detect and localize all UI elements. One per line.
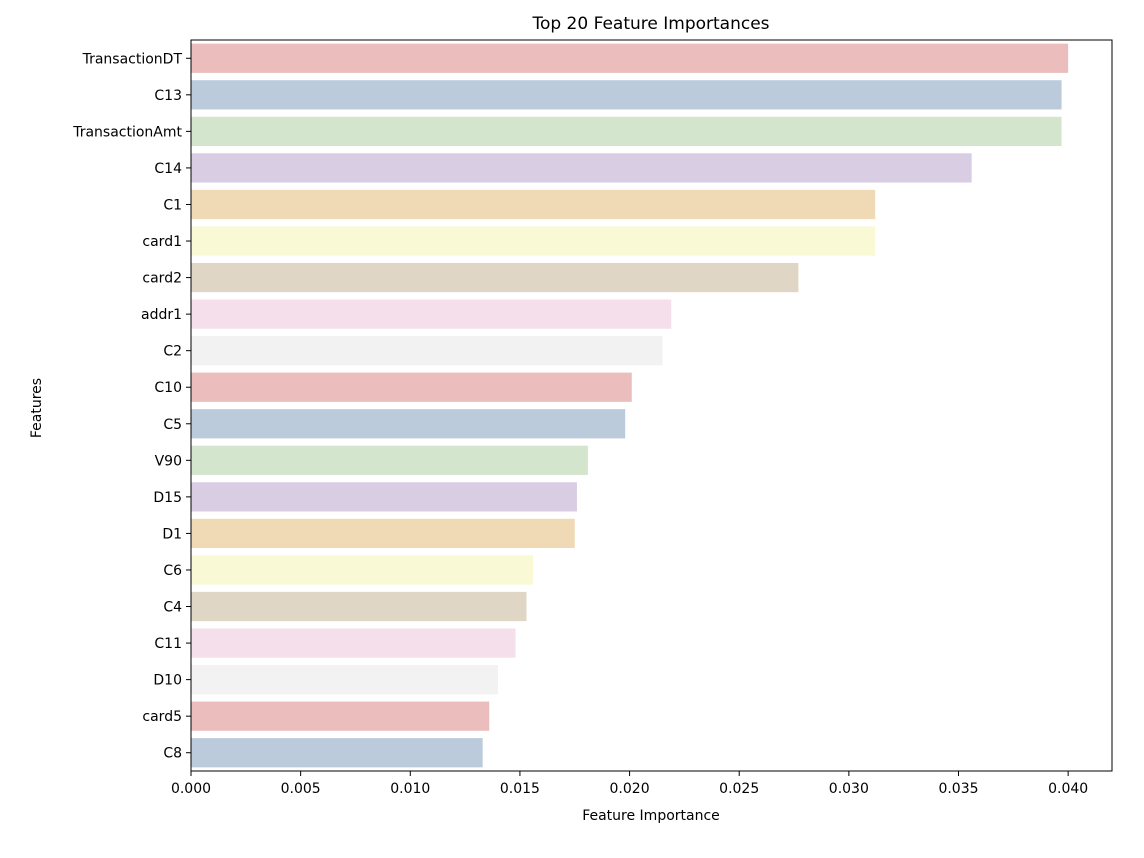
y-tick-label: C8	[163, 746, 182, 762]
x-tick-label: 0.020	[610, 781, 650, 797]
x-axis-ticks: 0.000 0.005 0.010 0.015 0.020 0.025 0.030 0.035…	[171, 771, 1088, 797]
bar-addr1	[191, 299, 672, 329]
y-tick-label: C10	[154, 380, 182, 396]
bar-C11	[191, 628, 516, 658]
y-tick-label: C2	[163, 344, 182, 360]
y-tick-label: C6	[163, 563, 182, 579]
bar-C4	[191, 591, 527, 622]
y-tick-label: D1	[162, 526, 182, 542]
bar-C13	[191, 80, 1062, 110]
chart-title: Top 20 Feature Importances	[531, 14, 769, 34]
y-tick-label: card5	[142, 709, 182, 725]
bar-D1	[191, 518, 575, 549]
bar-D15	[191, 482, 577, 512]
bar-C8	[191, 738, 483, 768]
y-tick-label: D10	[153, 673, 182, 689]
x-tick-label: 0.040	[1048, 781, 1088, 797]
x-tick-label: 0.000	[171, 781, 211, 797]
x-tick-label: 0.030	[829, 781, 869, 797]
y-tick-label: C5	[163, 417, 182, 433]
bar-C2	[191, 336, 663, 366]
bar-V90	[191, 445, 588, 475]
y-tick-label: C1	[163, 197, 182, 213]
bar-TransactionAmt	[191, 116, 1062, 146]
y-tick-label: V90	[155, 453, 182, 469]
y-tick-label: D15	[153, 490, 182, 506]
bar-card1	[191, 226, 876, 256]
bar-D10	[191, 665, 498, 695]
y-tick-label: C11	[154, 636, 182, 652]
y-tick-label: C13	[154, 88, 182, 104]
bar-C14	[191, 153, 972, 183]
x-axis-label: Feature Importance	[582, 808, 720, 824]
y-tick-label: TransactionDT	[82, 51, 183, 67]
y-tick-label: TransactionAmt	[72, 124, 182, 140]
y-tick-label: C14	[154, 161, 182, 177]
y-tick-label: C4	[163, 600, 182, 616]
bar-C1	[191, 189, 876, 220]
x-tick-label: 0.015	[500, 781, 540, 797]
bar-C10	[191, 372, 632, 402]
bars-layer	[191, 43, 1069, 768]
bar-card2	[191, 262, 799, 293]
x-tick-label: 0.025	[719, 781, 759, 797]
y-tick-label: card2	[142, 271, 182, 287]
bar-TransactionDT	[191, 43, 1069, 73]
y-tick-label: card1	[142, 234, 182, 250]
x-tick-label: 0.035	[938, 781, 978, 797]
x-tick-label: 0.010	[390, 781, 430, 797]
x-tick-label: 0.005	[281, 781, 321, 797]
y-tick-label: addr1	[141, 307, 182, 323]
y-axis-ticks: TransactionDT C13 TransactionAmt C14 C1 card1…	[72, 51, 191, 762]
bar-C5	[191, 409, 626, 439]
y-axis-label: Features	[29, 378, 45, 438]
bar-C6	[191, 555, 534, 585]
plot-frame	[190, 39, 1113, 772]
bar-card5	[191, 701, 490, 731]
